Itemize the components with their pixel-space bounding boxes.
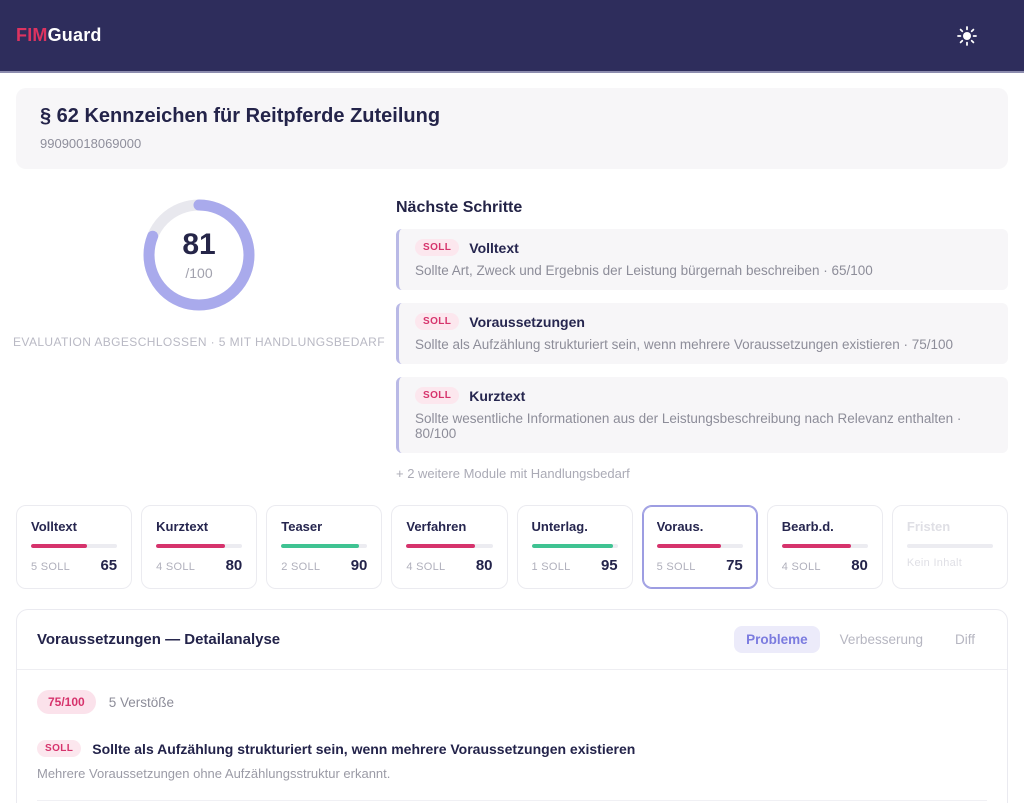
module-chip-title: Kurztext <box>156 519 209 534</box>
module-progress-fill <box>281 544 359 548</box>
module-chip-volltext[interactable]: Volltext 5 SOLL 65 <box>16 505 133 589</box>
module-progress-fill <box>781 544 851 548</box>
violations-summary: 75/100 5 Verstöße <box>37 690 987 714</box>
module-chip-title: Verfahren <box>406 519 467 534</box>
next-steps-column: Nächste Schritte SOLL Volltext Sollte Ar… <box>396 199 1008 481</box>
module-chip-title: Unterlag. <box>531 519 588 534</box>
module-chip-title: Volltext <box>31 519 77 534</box>
next-step-card-voraussetzungen[interactable]: SOLL Voraussetzungen Sollte als Aufzählu… <box>396 303 1008 364</box>
next-step-description: Sollte Art, Zweck und Ergebnis der Leist… <box>415 263 873 278</box>
next-step-card-kurztext[interactable]: SOLL Kurztext Sollte wesentliche Informa… <box>396 377 1008 453</box>
next-step-description: Sollte als Aufzählung strukturiert sein,… <box>415 337 954 352</box>
overall-score-donut: 81 /100 <box>143 199 255 311</box>
module-chip-title: Fristen <box>906 519 951 534</box>
more-modules-note: + 2 weitere Module mit Handlungsbedarf <box>396 466 630 481</box>
tab-probleme[interactable]: Probleme <box>734 626 820 653</box>
top-navbar: FIMGuard <box>0 0 1024 73</box>
module-chip-score: 80 <box>225 557 243 574</box>
module-chip-teaser[interactable]: Teaser 2 SOLL 90 <box>266 505 383 589</box>
donut-center-label: 81 /100 <box>143 199 255 311</box>
logo-guard: Guard <box>47 25 102 45</box>
page-title: § 62 Kennzeichen für Reitpferde Zuteilun… <box>40 105 441 127</box>
next-steps-heading: Nächste Schritte <box>396 199 523 216</box>
service-id: 99090018069000 <box>40 136 142 151</box>
tab-diff[interactable]: Diff <box>943 626 987 653</box>
module-progress-fill <box>531 544 614 548</box>
module-chip-meta: Kein Inhalt <box>906 557 963 569</box>
theme-toggle-button[interactable] <box>954 23 980 49</box>
module-chip-fristen: Fristen Kein Inhalt <box>891 505 1008 589</box>
module-chip-score: 90 <box>350 557 368 574</box>
module-progress-track <box>406 544 493 548</box>
donut-progress <box>143 199 255 311</box>
app-logo: FIMGuard <box>16 25 102 46</box>
module-chip-kurztext[interactable]: Kurztext 4 SOLL 80 <box>141 505 258 589</box>
problem-description: Mehrere Voraussetzungen ohne Aufzählungs… <box>37 766 391 781</box>
detail-panel-title: Voraussetzungen — Detailanalyse <box>37 631 281 648</box>
next-step-description: Sollte wesentliche Informationen aus der… <box>415 411 962 441</box>
module-chip-meta: 4 SOLL <box>156 561 196 573</box>
detail-tabs: Probleme Verbesserung Diff <box>734 626 987 653</box>
next-step-title: Volltext <box>469 239 519 256</box>
overview-section: 81 /100 EVALUATION ABGESCHLOSSEN · 5 MIT… <box>13 199 1008 481</box>
module-chip-voraussetzungen[interactable]: Voraus. 5 SOLL 75 <box>641 505 758 589</box>
score-column: 81 /100 EVALUATION ABGESCHLOSSEN · 5 MIT… <box>13 199 385 481</box>
module-chip-unterlagen[interactable]: Unterlag. 1 SOLL 95 <box>516 505 633 589</box>
problem-title: Sollte als Aufzählung strukturiert sein,… <box>92 740 636 757</box>
module-progress-fill <box>406 544 476 548</box>
module-progress-track <box>31 544 118 548</box>
detail-panel-body: 75/100 5 Verstöße SOLL Sollte als Aufzäh… <box>17 670 1007 803</box>
module-chip-bearbeitungsdauer[interactable]: Bearb.d. 4 SOLL 80 <box>766 505 883 589</box>
service-title-card: § 62 Kennzeichen für Reitpferde Zuteilun… <box>16 88 1008 169</box>
module-chips-row: Volltext 5 SOLL 65 Kurztext 4 SOLL 80 Te… <box>16 505 1008 589</box>
module-progress-track <box>906 544 993 548</box>
next-step-card-volltext[interactable]: SOLL Volltext Sollte Art, Zweck und Erge… <box>396 229 1008 290</box>
module-chip-score: 80 <box>851 557 868 574</box>
logo-fim: FIM <box>16 25 48 45</box>
module-chip-score: 75 <box>726 557 743 574</box>
next-step-title: Voraussetzungen <box>469 313 585 330</box>
problem-item: SOLL Sollte als Aufzählung strukturiert … <box>37 740 987 801</box>
module-chip-title: Bearb.d. <box>781 519 834 534</box>
soll-badge: SOLL <box>415 239 460 256</box>
module-progress-fill <box>156 544 226 548</box>
evaluation-status-caption: EVALUATION ABGESCHLOSSEN · 5 MIT HANDLUN… <box>13 335 385 349</box>
module-chip-title: Voraus. <box>656 519 704 534</box>
module-chip-score: 65 <box>100 557 118 574</box>
module-progress-track <box>781 544 868 548</box>
module-chip-meta: 4 SOLL <box>406 561 446 573</box>
module-chip-meta: 4 SOLL <box>781 561 821 573</box>
module-progress-track <box>156 544 243 548</box>
module-chip-meta: 1 SOLL <box>531 561 571 573</box>
module-progress-track <box>656 544 743 548</box>
module-chip-title: Teaser <box>281 519 323 534</box>
detail-panel: Voraussetzungen — Detailanalyse Probleme… <box>16 609 1008 803</box>
overall-score-max: /100 <box>185 264 213 281</box>
module-chip-meta: 2 SOLL <box>281 561 321 573</box>
soll-badge: SOLL <box>37 740 82 757</box>
sun-icon <box>957 25 977 46</box>
overall-score-value: 81 <box>182 227 216 261</box>
module-chip-score: 95 <box>600 557 618 574</box>
soll-badge: SOLL <box>415 387 460 404</box>
soll-badge: SOLL <box>415 313 460 330</box>
module-progress-fill <box>656 544 722 548</box>
module-chip-meta: 5 SOLL <box>31 561 71 573</box>
module-progress-track <box>281 544 368 548</box>
violations-count: 5 Verstöße <box>108 694 174 710</box>
module-progress-fill <box>31 544 87 548</box>
tab-verbesserung[interactable]: Verbesserung <box>828 626 935 653</box>
main-content: § 62 Kennzeichen für Reitpferde Zuteilun… <box>0 88 1024 803</box>
detail-panel-header: Voraussetzungen — Detailanalyse Probleme… <box>17 610 1007 670</box>
module-progress-track <box>531 544 618 548</box>
module-chip-score: 80 <box>475 557 493 574</box>
module-chip-verfahren[interactable]: Verfahren 4 SOLL 80 <box>391 505 508 589</box>
next-step-title: Kurztext <box>469 387 526 404</box>
module-score-badge: 75/100 <box>37 690 96 714</box>
module-chip-meta: 5 SOLL <box>656 561 696 573</box>
